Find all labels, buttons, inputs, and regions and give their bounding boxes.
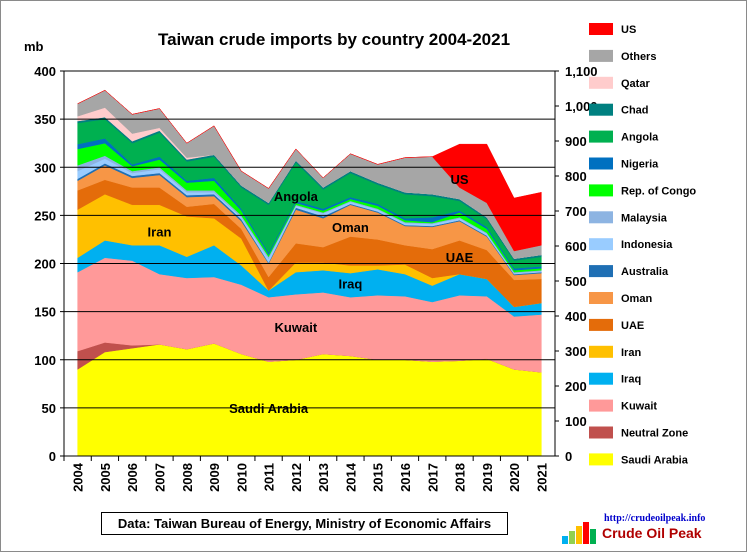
area-labels: Saudi Arabia Kuwait Iraq Iran UAE Oman Angola U…	[148, 172, 474, 416]
legend-swatch-qatar	[589, 76, 613, 89]
area-label-uae: UAE	[446, 250, 474, 265]
legend-swatch-malaysia	[589, 211, 613, 224]
y-tick-label: 400	[34, 64, 56, 79]
x-tick-label: 2011	[262, 463, 277, 491]
y2-tick-label: 700	[565, 204, 587, 219]
legend-swatch-oman	[589, 292, 613, 304]
x-tick-label: 2010	[234, 463, 249, 492]
area-label-oman: Oman	[332, 220, 369, 235]
legend-label-rep-of-congo: Rep. of Congo	[621, 185, 696, 197]
area-label-iran: Iran	[148, 225, 172, 240]
x-tick-label: 2017	[425, 463, 440, 492]
legend-label-iraq: Iraq	[621, 374, 641, 386]
y2-tick-label: 900	[565, 134, 587, 149]
area-label-kuwait: Kuwait	[275, 320, 318, 335]
legend-swatch-iraq	[589, 372, 613, 385]
legend-swatch-uae	[589, 318, 613, 331]
x-tick-label: 2006	[125, 463, 140, 492]
crude-oil-peak-logo[interactable]: http://crudeoilpeak.info Crude Oil Peak	[562, 510, 732, 546]
x-tick-label: 2009	[207, 463, 222, 492]
legend-label-iran: Iran	[621, 347, 641, 359]
y2-tick-label: 400	[565, 309, 587, 324]
x-tick-label: 2005	[98, 463, 113, 492]
x-tick-label: 2015	[371, 463, 386, 492]
legend-label-indonesia: Indonesia	[621, 239, 673, 251]
legend: US Others Qatar Chad Angola Nigeria Rep. of Co…	[589, 23, 696, 466]
x-tick-label: 2013	[316, 463, 331, 492]
y-tick-label: 0	[49, 449, 56, 464]
area-label-angola: Angola	[274, 189, 319, 204]
x-tick-label: 2008	[180, 463, 195, 492]
area-us	[77, 89, 542, 252]
x-tick-label: 2004	[71, 462, 86, 492]
area-label-us: US	[450, 172, 468, 187]
legend-label-kuwait: Kuwait	[621, 401, 657, 413]
legend-swatch-others	[589, 49, 613, 62]
legend-label-nigeria: Nigeria	[621, 159, 659, 171]
y2-tick-label: 300	[565, 344, 587, 359]
legend-label-oman: Oman	[621, 293, 652, 305]
y-tick-label: 50	[42, 401, 56, 416]
legend-label-angola: Angola	[621, 132, 659, 144]
legend-swatch-us	[589, 23, 613, 35]
legend-swatch-australia	[589, 265, 613, 278]
x-tick-label: 2014	[343, 462, 358, 492]
legend-label-chad: Chad	[621, 105, 649, 117]
y2-tick-label: 600	[565, 239, 587, 254]
chart-title: Taiwan crude imports by country 2004-202…	[158, 30, 510, 49]
legend-label-qatar: Qatar	[621, 78, 650, 90]
y2-tick-label: 100	[565, 414, 587, 429]
legend-swatch-saudi-arabia	[589, 453, 613, 466]
x-tick-label: 2019	[480, 463, 495, 492]
axes: 0 50 100 150 200 250 300 350 400 0 100 200 300 400 500…	[34, 64, 597, 492]
y2-tick-label: 500	[565, 274, 587, 289]
legend-swatch-chad	[589, 103, 613, 116]
legend-swatch-indonesia	[589, 238, 613, 251]
area-label-iraq: Iraq	[338, 277, 362, 292]
y2-tick-label: 1,100	[565, 64, 598, 79]
y-tick-label: 350	[34, 112, 56, 127]
y-tick-label: 100	[34, 353, 56, 368]
legend-label-neutral-zone: Neutral Zone	[621, 428, 688, 440]
area-saudi-arabia	[77, 343, 542, 457]
legend-label-saudi-arabia: Saudi Arabia	[621, 454, 689, 466]
y-tick-label: 300	[34, 160, 56, 175]
x-tick-label: 2012	[289, 463, 304, 492]
legend-swatch-angola	[589, 130, 613, 143]
legend-label-australia: Australia	[621, 266, 669, 278]
legend-label-others: Others	[621, 51, 656, 63]
y-tick-label: 250	[34, 208, 56, 223]
y-tick-label: 150	[34, 305, 56, 320]
y2-tick-label: 200	[565, 379, 587, 394]
legend-swatch-rep-of-congo	[589, 184, 613, 197]
y-tick-label: 200	[34, 257, 56, 272]
legend-label-us: US	[621, 24, 636, 36]
legend-label-malaysia: Malaysia	[621, 212, 668, 224]
x-tick-label: 2020	[507, 463, 522, 492]
legend-swatch-neutral-zone	[589, 426, 613, 439]
x-tick-label: 2018	[453, 463, 468, 492]
x-tick-label: 2007	[152, 463, 167, 492]
legend-label-uae: UAE	[621, 320, 644, 332]
y2-tick-label: 800	[565, 169, 587, 184]
area-label-saudi-arabia: Saudi Arabia	[229, 401, 309, 416]
x-tick-label: 2021	[534, 463, 549, 492]
logo-name: Crude Oil Peak	[602, 525, 702, 541]
logo-url[interactable]: http://crudeoilpeak.info	[604, 513, 706, 524]
series-areas	[64, 71, 555, 457]
legend-swatch-nigeria	[589, 157, 613, 170]
legend-swatch-kuwait	[589, 399, 613, 412]
y-axis-unit: mb	[24, 39, 44, 54]
legend-swatch-iran	[589, 345, 613, 358]
data-source-note: Data: Taiwan Bureau of Energy, Ministry …	[101, 512, 508, 535]
x-tick-label: 2016	[398, 463, 413, 492]
logo-bars-icon	[562, 522, 602, 544]
y2-tick-label: 0	[565, 449, 572, 464]
